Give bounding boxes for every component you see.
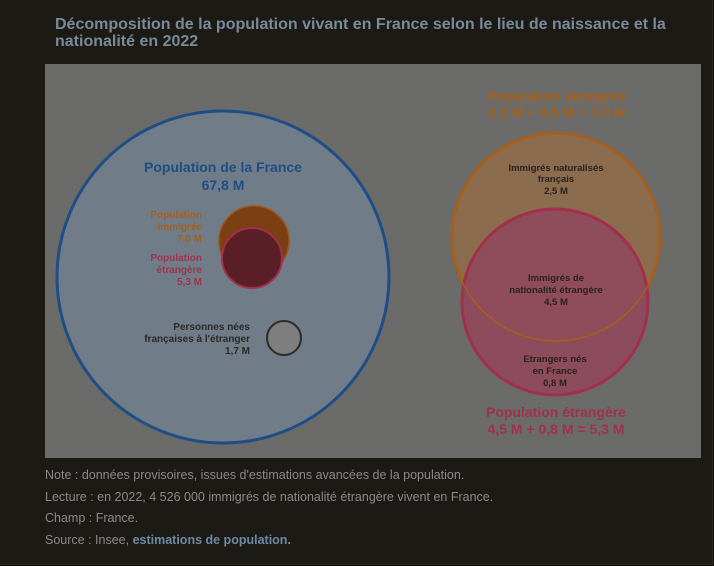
etrangers-nes-label-2: en France bbox=[533, 366, 578, 377]
francais-etranger-circle bbox=[266, 320, 302, 356]
intersection-label-1: Immigrés de bbox=[528, 273, 584, 284]
source-link[interactable]: estimations de population. bbox=[132, 532, 291, 547]
naturalises-label-1: Immigrés naturalisés bbox=[508, 163, 603, 174]
francais-etranger-value: 1,7 M bbox=[225, 346, 250, 357]
etrangere-small-label-1: Population bbox=[150, 253, 202, 264]
etrangere-small-circle bbox=[221, 227, 283, 289]
france-population-value: 67,8 M bbox=[202, 177, 245, 193]
francais-etranger-label-2: françaises à l'étranger bbox=[144, 334, 250, 345]
etrangere-small-value: 5,3 M bbox=[177, 277, 202, 288]
immigree-title: Population immigrée bbox=[488, 88, 627, 104]
france-population-label: Population de la France bbox=[144, 159, 302, 175]
etrangere-title: Population étrangère bbox=[486, 404, 626, 420]
immigree-equation: 2,5 M + 4,5 M = 7,0 M bbox=[489, 104, 626, 120]
francais-etranger-label-1: Personnes nées bbox=[173, 322, 250, 333]
intersection-label-2: nationalité étrangère bbox=[509, 285, 602, 296]
lecture-text: Lecture : en 2022, 4 526 000 immigrés de… bbox=[45, 489, 494, 504]
etrangere-equation: 4,5 M + 0,8 M = 5,3 M bbox=[488, 421, 625, 437]
naturalises-value: 2,5 M bbox=[544, 186, 568, 197]
venn-figure: Population de la France 67,8 M Populatio… bbox=[45, 64, 701, 458]
immigree-small-label-2: immigrée bbox=[158, 222, 203, 233]
immigree-small-label-1: Population bbox=[150, 210, 202, 221]
france-population-circle bbox=[55, 109, 391, 445]
immigree-small-value: 7,0 M bbox=[177, 234, 202, 245]
immigree-outline-overlay bbox=[451, 132, 661, 342]
figure-notes: Note : données provisoires, issues d'est… bbox=[45, 465, 685, 551]
etrangers-nes-value: 0,8 M bbox=[543, 378, 567, 389]
note-text: Note : données provisoires, issues d'est… bbox=[45, 468, 465, 482]
source-line: Source : Insee, estimations de populatio… bbox=[45, 530, 685, 552]
etrangers-nes-label-1: Etrangers nés bbox=[523, 354, 586, 365]
etrangere-small-label-2: étrangère bbox=[156, 265, 202, 276]
champ-text: Champ : France. bbox=[45, 511, 139, 525]
intersection-value: 4,5 M bbox=[544, 297, 568, 308]
page-title: Décomposition de la population vivant en… bbox=[55, 16, 666, 50]
venn-diagram: Population de la France 67,8 M Populatio… bbox=[55, 88, 662, 445]
etrangere-large-circle bbox=[460, 207, 650, 397]
naturalises-label-2: français bbox=[538, 174, 574, 185]
source-prefix: Source : Insee, bbox=[45, 532, 133, 547]
